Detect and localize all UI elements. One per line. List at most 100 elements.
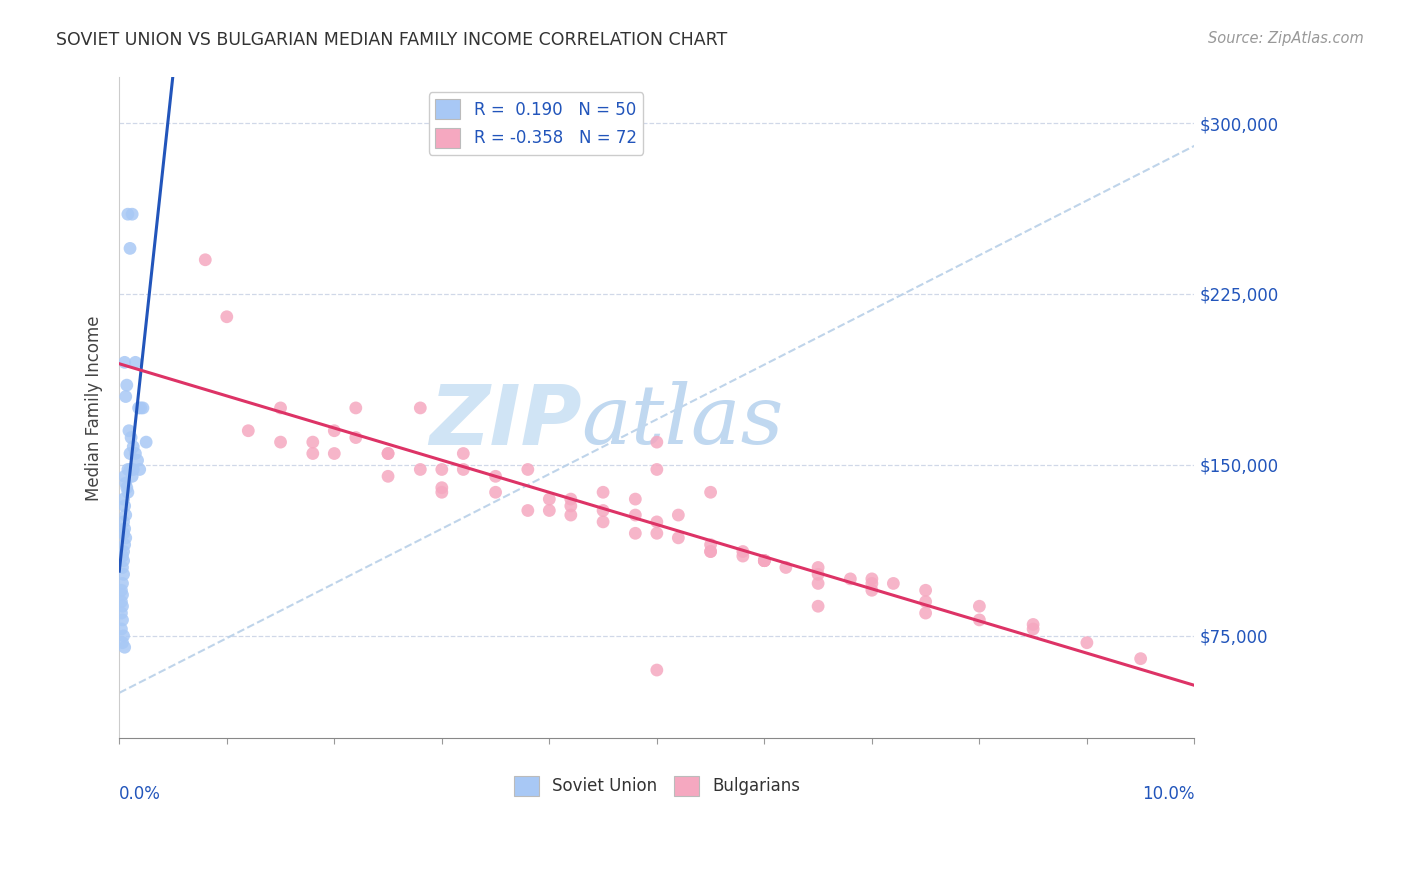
Point	[731, 544, 754, 558]
Point	[666, 508, 689, 522]
Point	[118, 241, 141, 255]
Point	[122, 440, 145, 454]
Point	[124, 355, 146, 369]
Point	[120, 431, 142, 445]
Point	[484, 469, 506, 483]
Point	[112, 567, 135, 582]
Point	[538, 503, 561, 517]
Point	[645, 526, 668, 541]
Point	[699, 544, 721, 558]
Point	[114, 522, 136, 536]
Point	[860, 583, 883, 598]
Point	[409, 462, 432, 476]
Point	[114, 476, 136, 491]
Point	[430, 462, 453, 476]
Point	[1022, 622, 1045, 636]
Point	[323, 446, 346, 460]
Point	[114, 390, 136, 404]
Point	[118, 446, 141, 460]
Point	[731, 549, 754, 563]
Point	[560, 492, 582, 507]
Point	[114, 508, 136, 522]
Point	[270, 435, 292, 450]
Point	[124, 446, 146, 460]
Point	[135, 435, 157, 450]
Point	[121, 469, 143, 483]
Point	[238, 424, 260, 438]
Point	[117, 462, 139, 476]
Point	[117, 207, 139, 221]
Point	[114, 538, 136, 552]
Point	[114, 469, 136, 483]
Point	[1022, 617, 1045, 632]
Point	[860, 572, 883, 586]
Point	[377, 469, 399, 483]
Point	[301, 435, 323, 450]
Text: SOVIET UNION VS BULGARIAN MEDIAN FAMILY INCOME CORRELATION CHART: SOVIET UNION VS BULGARIAN MEDIAN FAMILY …	[56, 31, 727, 49]
Point	[111, 636, 134, 650]
Point	[538, 492, 561, 507]
Point	[969, 599, 991, 614]
Point	[112, 554, 135, 568]
Point	[645, 435, 668, 450]
Point	[128, 462, 150, 476]
Point	[624, 526, 647, 541]
Point	[110, 606, 132, 620]
Point	[560, 499, 582, 513]
Point	[194, 252, 217, 267]
Point	[754, 554, 776, 568]
Point	[112, 492, 135, 507]
Point	[592, 503, 614, 517]
Point	[323, 424, 346, 438]
Point	[127, 453, 149, 467]
Point	[666, 531, 689, 545]
Point	[111, 549, 134, 563]
Point	[215, 310, 238, 324]
Legend: Soviet Union, Bulgarians: Soviet Union, Bulgarians	[508, 769, 807, 803]
Point	[377, 446, 399, 460]
Point	[624, 508, 647, 522]
Point	[115, 378, 138, 392]
Point	[409, 401, 432, 415]
Point	[112, 544, 135, 558]
Point	[754, 554, 776, 568]
Point	[115, 481, 138, 495]
Point	[754, 554, 776, 568]
Point	[860, 576, 883, 591]
Point	[914, 595, 936, 609]
Point	[110, 622, 132, 636]
Point	[128, 401, 150, 415]
Point	[699, 544, 721, 558]
Point	[807, 576, 830, 591]
Point	[114, 355, 136, 369]
Point	[914, 606, 936, 620]
Point	[624, 492, 647, 507]
Point	[882, 576, 904, 591]
Point	[111, 613, 134, 627]
Point	[118, 424, 141, 438]
Point	[645, 462, 668, 476]
Point	[344, 401, 367, 415]
Point	[560, 508, 582, 522]
Point	[914, 583, 936, 598]
Point	[118, 462, 141, 476]
Point	[645, 663, 668, 677]
Point	[430, 485, 453, 500]
Text: ZIP: ZIP	[429, 381, 582, 462]
Point	[301, 446, 323, 460]
Point	[645, 515, 668, 529]
Point	[807, 560, 830, 574]
Point	[1076, 636, 1098, 650]
Point	[112, 526, 135, 541]
Point	[807, 599, 830, 614]
Point	[453, 462, 475, 476]
Point	[1129, 651, 1152, 665]
Point	[111, 560, 134, 574]
Point	[114, 640, 136, 655]
Point	[484, 485, 506, 500]
Point	[270, 401, 292, 415]
Point	[114, 531, 136, 545]
Text: 0.0%: 0.0%	[120, 785, 162, 803]
Text: Source: ZipAtlas.com: Source: ZipAtlas.com	[1208, 31, 1364, 46]
Point	[516, 462, 538, 476]
